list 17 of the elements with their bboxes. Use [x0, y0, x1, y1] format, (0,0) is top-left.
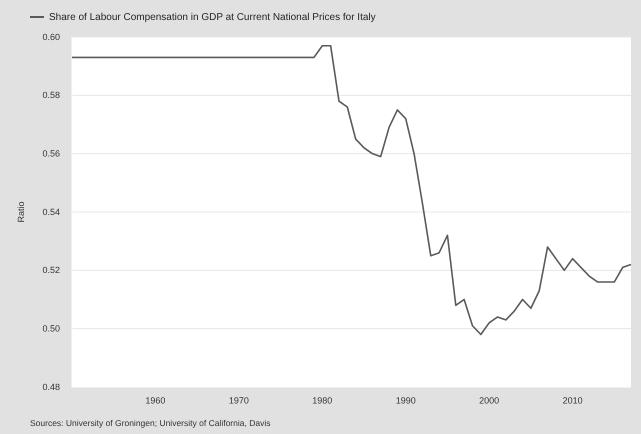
x-tick-label: 2000	[479, 395, 500, 406]
y-tick-label: 0.48	[42, 382, 60, 392]
y-tick-label: 0.56	[42, 148, 60, 159]
x-tick-label: 1990	[396, 395, 416, 406]
y-tick-label: 0.58	[42, 90, 60, 100]
x-tick-label: 2010	[562, 395, 583, 406]
y-axis-title: Ratio	[16, 201, 26, 223]
y-tick-label: 0.52	[42, 265, 60, 276]
x-tick-label: 1970	[228, 395, 249, 406]
y-tick-label: 0.60	[42, 32, 60, 42]
y-tick-label: 0.50	[42, 324, 60, 334]
x-tick-label: 1980	[312, 395, 332, 406]
y-tick-label: 0.54	[42, 206, 60, 217]
x-tick-label: 1960	[145, 395, 166, 406]
legend-label: Share of Labour Compensation in GDP at Current National Prices for Italy	[49, 12, 376, 23]
source-note: Sources: University of Groningen; University of California, Davis	[30, 418, 270, 428]
line-series	[71, 44, 632, 336]
